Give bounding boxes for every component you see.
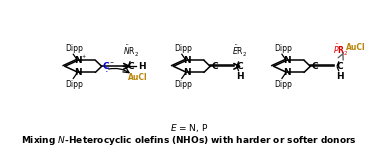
Text: AuCl: AuCl [128, 73, 148, 82]
Text: C: C [211, 62, 218, 71]
Text: $^-$: $^-$ [108, 60, 115, 66]
Text: N: N [183, 68, 191, 77]
Text: $\ddot{E}$R$_2$: $\ddot{E}$R$_2$ [232, 44, 247, 59]
Text: C: C [103, 62, 110, 71]
Text: :: : [105, 64, 108, 74]
Text: $^+$: $^+$ [80, 55, 87, 61]
Text: C: C [236, 62, 243, 71]
Text: $\it{E}$ = N, P: $\it{E}$ = N, P [170, 122, 208, 134]
Text: AuCl: AuCl [346, 43, 366, 52]
Text: N: N [74, 68, 82, 77]
Text: Dipp: Dipp [174, 79, 192, 89]
Text: N: N [283, 68, 291, 77]
Text: N: N [74, 56, 82, 65]
Text: C: C [336, 62, 343, 71]
Text: C: C [311, 62, 318, 71]
Text: Dipp: Dipp [65, 79, 84, 89]
Text: H: H [235, 72, 243, 81]
Text: N: N [183, 56, 191, 65]
Text: N: N [283, 56, 291, 65]
Text: $\ddot{N}$R$_2$: $\ddot{N}$R$_2$ [123, 44, 139, 59]
Text: Mixing $\it{N}$-Heterocyclic olefins (NHOs) with harder or softer donors: Mixing $\it{N}$-Heterocyclic olefins (NH… [21, 134, 357, 147]
Text: Dipp: Dipp [274, 79, 292, 89]
Text: $\ddot{P}$R$_2$: $\ddot{P}$R$_2$ [333, 42, 348, 58]
Text: H: H [138, 62, 145, 71]
Text: Dipp: Dipp [65, 44, 84, 53]
Text: Dipp: Dipp [174, 44, 192, 53]
Text: C: C [128, 62, 134, 71]
Text: H: H [336, 72, 344, 81]
Text: Dipp: Dipp [274, 44, 292, 53]
